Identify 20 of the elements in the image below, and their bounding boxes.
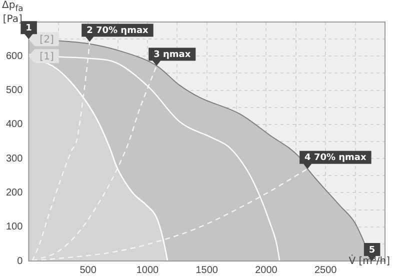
x-tick-label: 500 <box>80 264 97 276</box>
annotation: 3 ηmax <box>154 50 191 60</box>
annotation: 2 70% ηmax <box>86 26 149 36</box>
annotation: 4 70% ηmax <box>304 153 366 164</box>
x-tick-label: 1500 <box>196 264 218 276</box>
y-tick-label: 0 <box>17 256 24 267</box>
y-tick-label: 200 <box>6 187 24 198</box>
legend-label: [1] <box>40 52 54 63</box>
series-label: [2] <box>40 34 54 46</box>
y-tick-label: 100 <box>6 222 24 233</box>
annotation: 1 <box>26 23 32 34</box>
y-tick-label: 300 <box>6 153 24 164</box>
y-tick-label: 500 <box>6 85 24 96</box>
x-tick-label: 2500 <box>314 264 338 276</box>
y-tick-label: 600 <box>6 50 24 62</box>
x-tick-label: 1000 <box>136 264 160 276</box>
y-axis-title: Δp$_{fa}$ [Pa] <box>2 0 24 25</box>
annotation: 5 <box>368 245 376 256</box>
x-tick-label: 2000 <box>255 264 278 276</box>
y-tick-label: 400 <box>6 119 24 130</box>
